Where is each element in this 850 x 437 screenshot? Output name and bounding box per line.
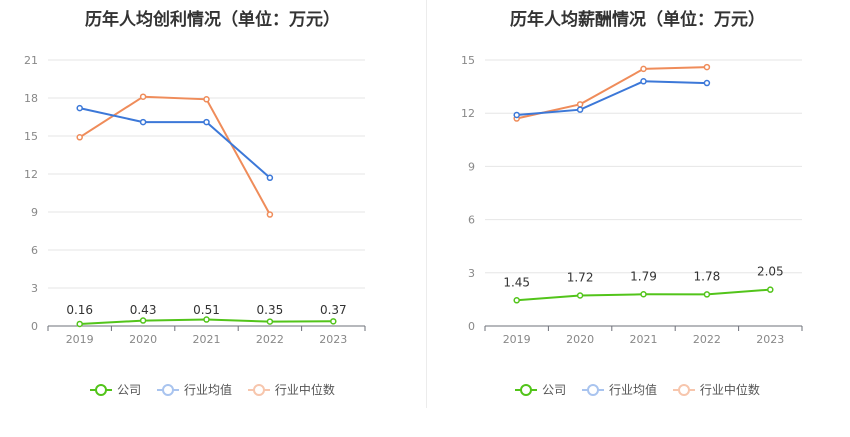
data-point[interactable] [330,318,337,325]
y-tick-label: 21 [24,54,38,67]
legend-item-company[interactable]: 公司 [90,381,141,398]
line-chart-salary: 0 3 6 9 12 15 2019 2020 2021 2022 2023 1.45 1.72 1.79… [461,54,803,346]
legend-item-industry-avg[interactable]: 行业均值 [156,381,232,398]
data-point[interactable] [266,318,274,325]
y-tick-label: 3 [31,282,38,295]
legend-item-industry-median[interactable]: 行业中位数 [672,381,760,398]
x-tick-label: 2023 [756,333,784,346]
y-tick-label: 15 [24,130,38,143]
y-tick-label: 0 [468,320,475,333]
legend-industry-median-swatch [247,383,270,396]
chart-title: 历年人均薪酬情况（单位：万元） [510,10,765,30]
data-point[interactable] [576,292,584,299]
legend-label: 行业均值 [183,383,232,397]
x-tick-label: 2023 [319,333,347,346]
x-tick-label: 2020 [566,333,594,346]
legend-company-swatch [90,383,113,396]
chart-title: 历年人均创利情况（单位：万元） [85,10,340,30]
legend-label: 行业中位数 [274,383,335,397]
y-tick-label: 9 [31,206,38,219]
legend-industry-avg-swatch [156,383,179,396]
data-point[interactable] [139,93,147,100]
y-tick-label: 3 [468,267,475,280]
y-tick-label: 18 [24,92,38,105]
legend-item-industry-median[interactable]: 行业中位数 [247,381,335,398]
chart-panel-salary: 历年人均薪酬情况（单位：万元） 0 3 6 9 12 15 2019 2020 2021 2022… [425,0,850,437]
data-point[interactable] [513,111,520,119]
data-label: 0.35 [257,303,284,317]
data-point[interactable] [703,291,711,298]
data-point[interactable] [576,101,584,108]
y-tick-label: 0 [31,320,38,333]
data-point[interactable] [203,118,210,126]
data-label: 1.45 [503,275,530,289]
x-tick-label: 2021 [630,333,658,346]
data-point[interactable] [139,317,147,324]
series-line-1 [79,107,271,179]
data-label: 0.51 [193,303,220,317]
data-point[interactable] [76,134,83,141]
data-point[interactable] [576,106,584,113]
data-point[interactable] [640,65,647,73]
panel-divider [426,0,427,408]
data-label: 0.37 [320,303,347,317]
legend-label: 公司 [117,383,142,397]
line-chart-profit: 0 3 6 9 12 15 18 21 2019 2020 2021 2022 2023 0.16 0.43… [24,54,366,346]
legend-label: 行业均值 [608,383,657,397]
y-tick-label: 12 [461,107,475,120]
data-point[interactable] [266,211,274,218]
y-tick-label: 15 [461,54,475,67]
data-point[interactable] [76,320,83,328]
data-label: 1.72 [567,270,594,284]
legend-item-company[interactable]: 公司 [515,381,566,398]
data-point[interactable] [640,78,647,85]
legend-label: 公司 [542,383,567,397]
series-line-1 [516,80,707,116]
x-tick-label: 2019 [503,333,531,346]
x-tick-label: 2022 [256,333,284,346]
x-tick-label: 2022 [693,333,721,346]
legend: 公司 行业均值 行业中位数 [0,381,425,399]
y-tick-label: 9 [468,160,475,173]
legend: 公司 行业均值 行业中位数 [425,381,850,399]
series-line-2 [516,66,707,120]
y-tick-label: 6 [31,244,38,257]
legend-industry-avg-swatch [581,383,604,396]
y-tick-label: 6 [468,214,475,227]
data-label: 2.05 [757,265,784,279]
x-tick-label: 2019 [66,333,94,346]
data-point[interactable] [76,104,83,112]
data-point[interactable] [767,286,774,293]
data-point[interactable] [203,96,210,103]
data-point[interactable] [513,297,520,304]
data-label: 1.78 [694,269,721,283]
y-tick-label: 12 [24,168,38,181]
x-tick-label: 2021 [193,333,221,346]
legend-item-industry-avg[interactable]: 行业均值 [581,381,657,398]
data-label: 0.43 [130,303,157,317]
chart-panel-profit: 历年人均创利情况（单位：万元） 0 3 6 9 12 15 18 21 2019 2020 2021… [0,10,425,399]
data-point[interactable] [640,291,647,298]
series-line-2 [79,95,271,215]
data-label: 1.79 [630,269,657,283]
legend-industry-median-swatch [672,383,695,396]
data-label: 0.16 [66,303,93,317]
x-tick-label: 2020 [129,333,157,346]
data-point[interactable] [203,316,210,323]
data-point[interactable] [703,63,711,71]
data-point[interactable] [266,174,274,182]
data-point[interactable] [139,118,147,126]
data-point[interactable] [703,79,711,87]
legend-company-swatch [515,383,538,396]
legend-label: 行业中位数 [699,383,760,397]
